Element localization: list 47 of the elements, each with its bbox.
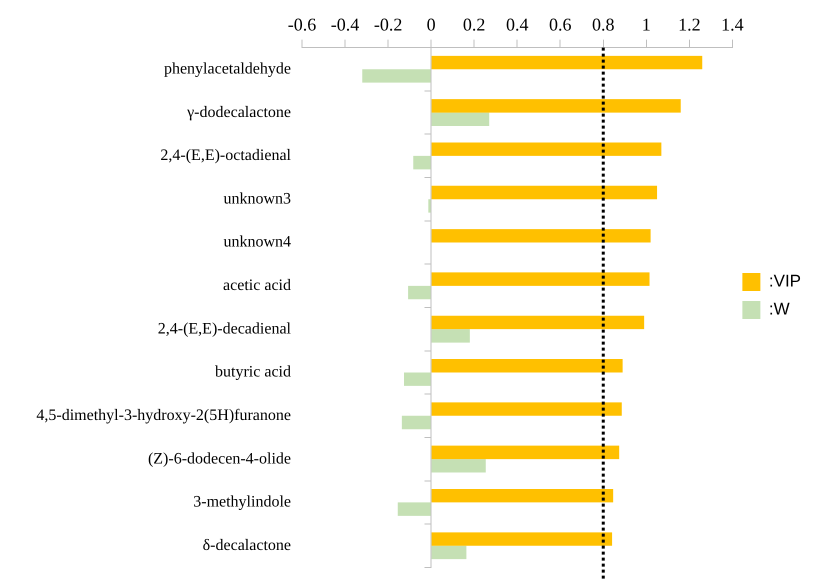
y-tick-label: unknown4 <box>223 234 291 251</box>
y-tick-label: (Z)-6-dodecen-4-olide <box>148 450 291 468</box>
y-tick-label: unknown3 <box>223 190 291 208</box>
bar <box>432 459 486 473</box>
y-tick-label: acetic acid <box>223 277 291 294</box>
x-tick-label: 0.6 <box>548 14 572 35</box>
x-tick-label: 0.2 <box>462 14 486 35</box>
bar <box>432 229 651 243</box>
x-tick-label: 0.4 <box>506 14 528 35</box>
bar <box>362 69 431 83</box>
bar <box>432 329 470 343</box>
bar <box>432 446 620 460</box>
bar <box>432 142 662 156</box>
bar <box>432 359 623 372</box>
bar <box>398 502 431 516</box>
bar <box>432 402 622 416</box>
bar <box>432 488 614 502</box>
y-tick-label: 3-methylindole <box>193 494 291 511</box>
y-tick-label: butyric acid <box>215 364 291 381</box>
bar <box>432 272 650 286</box>
bar <box>432 546 466 560</box>
x-tick-label: 1.2 <box>678 14 701 35</box>
bar <box>432 186 658 200</box>
bar <box>432 112 490 126</box>
x-tick-label: -0.4 <box>330 14 360 35</box>
bar <box>402 416 431 430</box>
x-tick-label: -0.2 <box>374 14 402 35</box>
bar <box>432 56 702 70</box>
y-tick-label: γ-dodecalactone <box>186 104 291 121</box>
y-tick-label: 2,4-(E,E)-octadienal <box>160 147 292 164</box>
y-tick-label: 4,5-dimethyl-3-hydroxy-2(5H)furanone <box>36 406 291 424</box>
y-tick-label: 2,4-(E,E)-decadienal <box>158 320 292 338</box>
y-tick-label: δ-decalactone <box>202 536 291 554</box>
x-tick-label: 1 <box>642 14 651 35</box>
x-tick-label: -0.6 <box>288 14 316 35</box>
bar <box>413 156 431 170</box>
bar <box>432 532 612 546</box>
x-tick-label: 0 <box>426 14 436 35</box>
bar <box>404 372 431 386</box>
y-tick-label: phenylacetaldehyde <box>164 60 291 78</box>
legend-label: :W <box>768 300 790 319</box>
bar <box>408 286 431 300</box>
x-tick-label: 1.4 <box>721 14 744 35</box>
bar <box>432 316 644 330</box>
x-tick-label: 0.8 <box>592 14 615 35</box>
legend-label: :VIP <box>768 272 801 291</box>
bar <box>432 99 681 113</box>
